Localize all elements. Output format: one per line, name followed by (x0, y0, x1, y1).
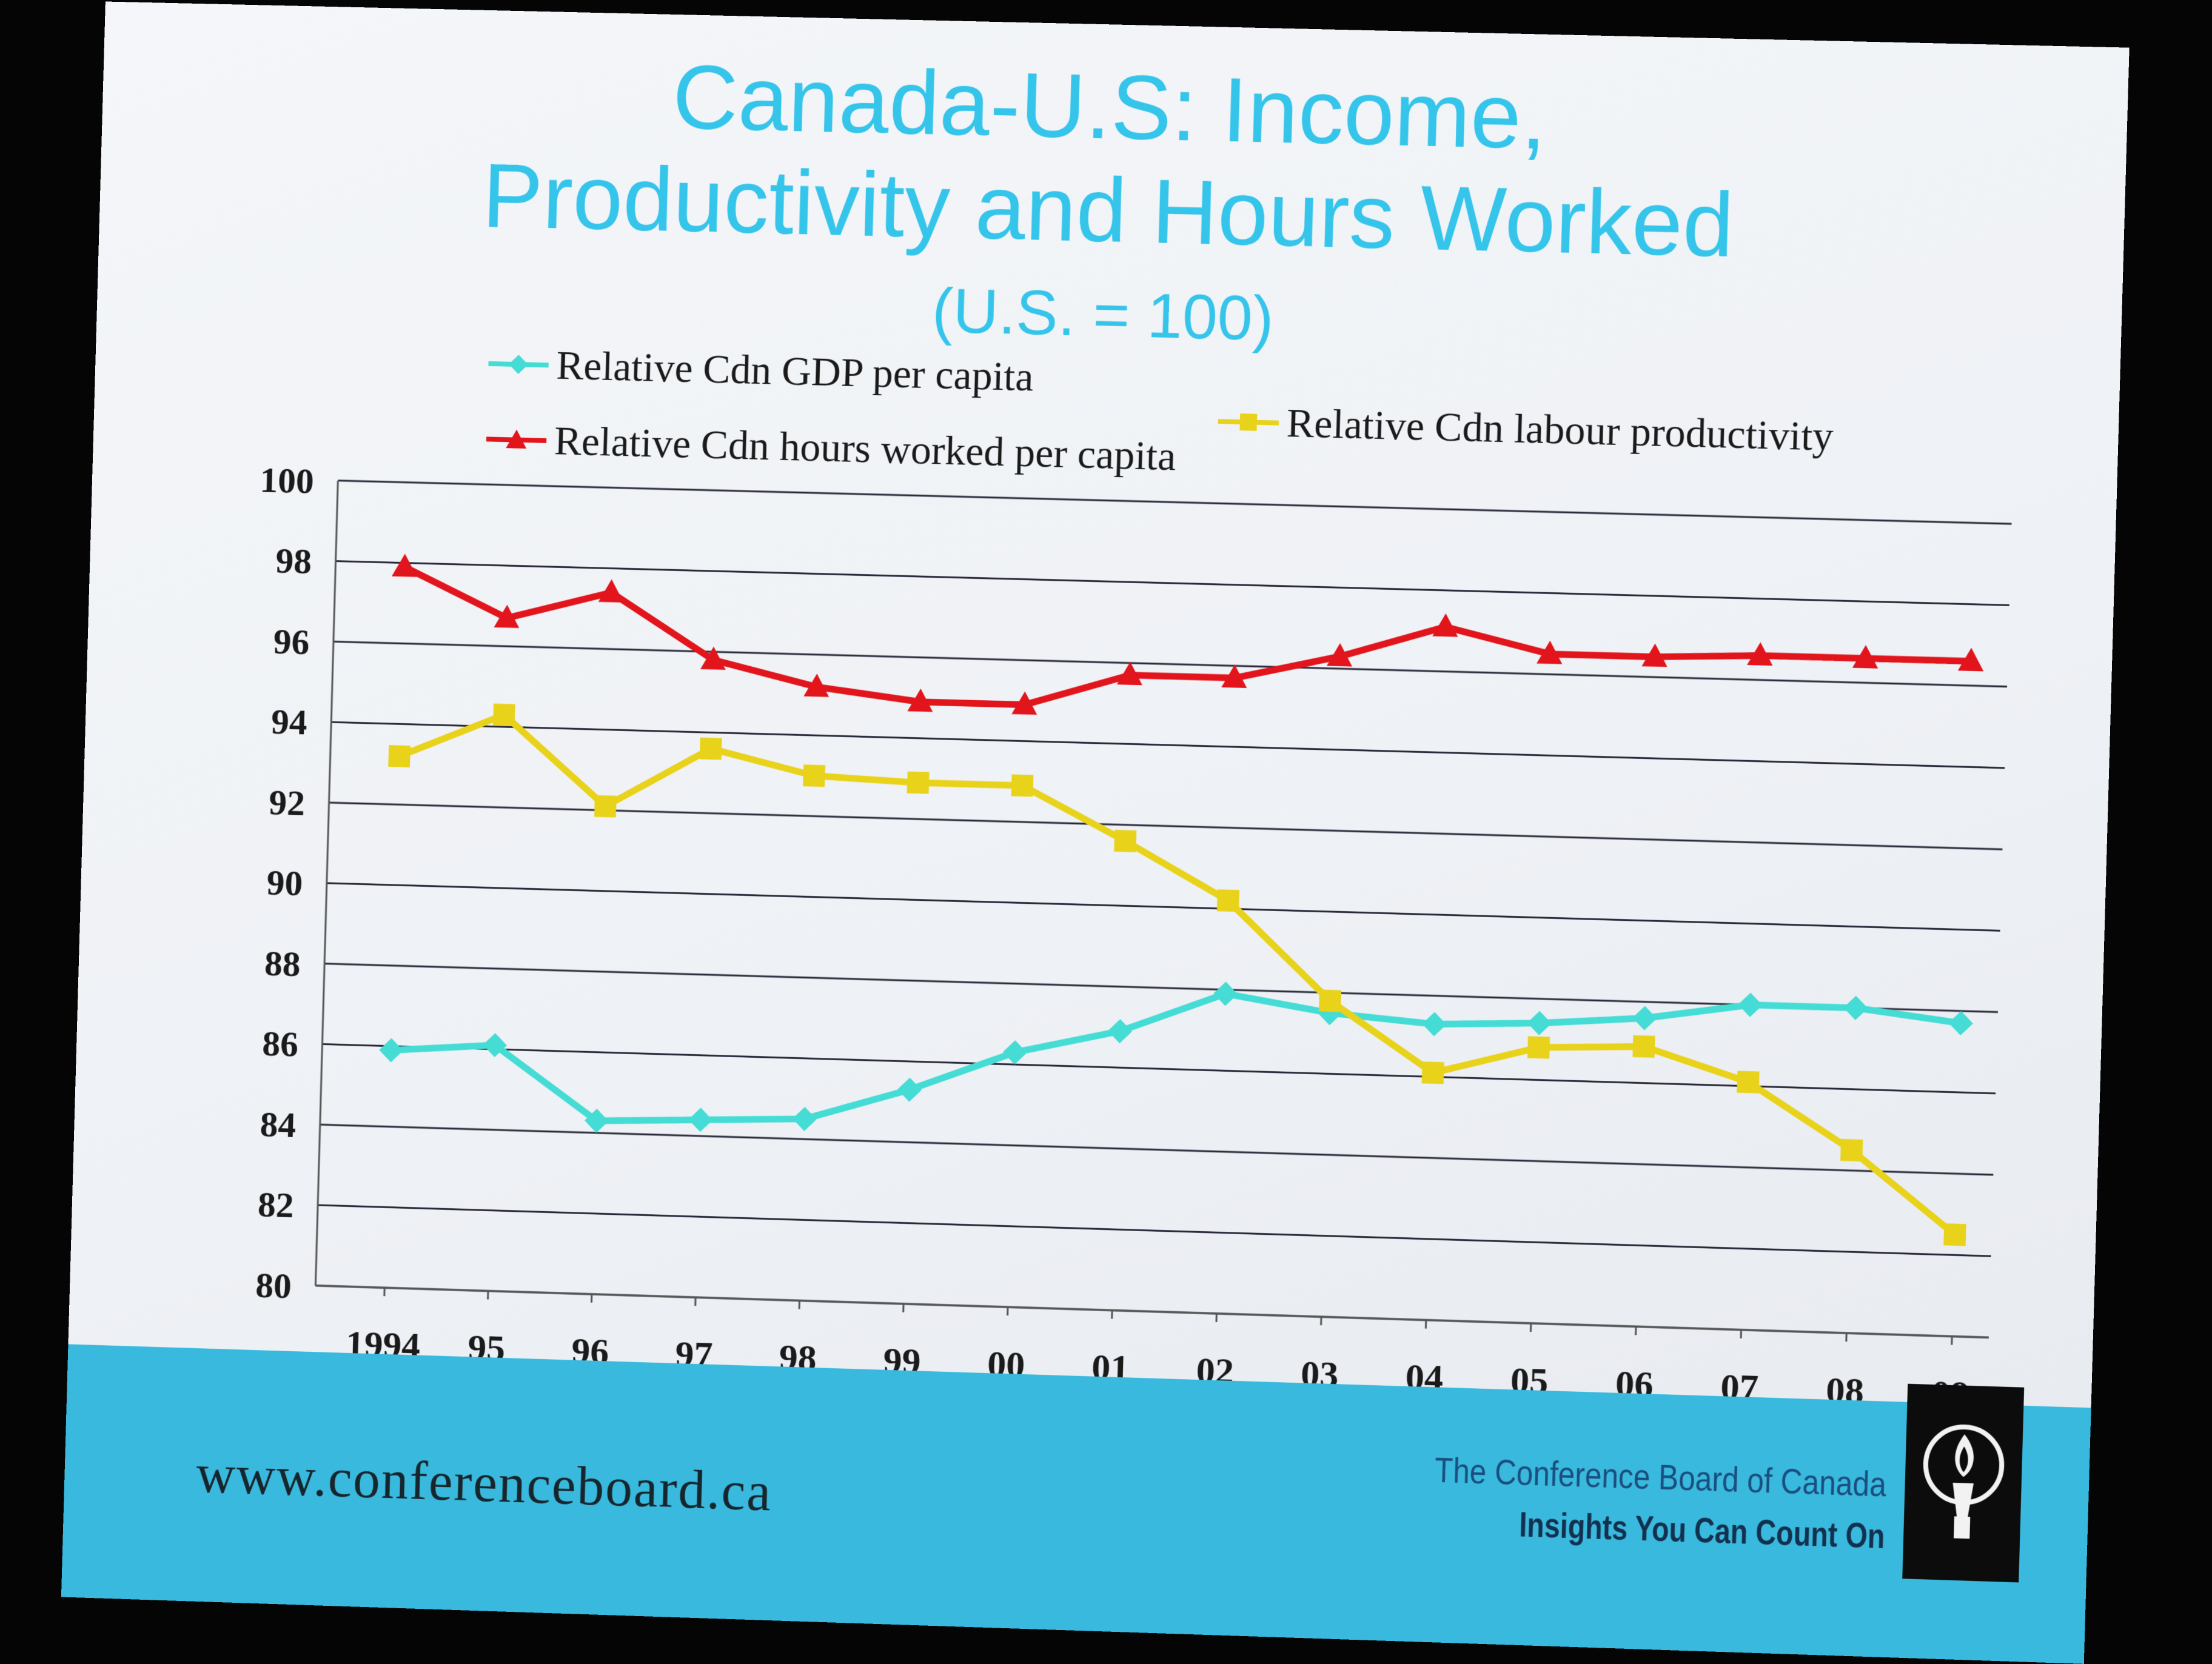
gdp-point (1213, 981, 1238, 1006)
organization-name: The Conference Board of Canada (1435, 1450, 1888, 1505)
gdp-point (1632, 1006, 1657, 1031)
productivity-point (1737, 1071, 1759, 1093)
y-tick-label: 98 (275, 541, 312, 581)
gridline (331, 722, 2005, 768)
hours-series-line (401, 567, 1972, 730)
gridline (329, 803, 2003, 849)
gdp-series-line (389, 966, 1961, 1161)
productivity-point (1840, 1139, 1863, 1161)
productivity-point (1943, 1223, 1966, 1246)
y-tick-label: 92 (269, 782, 306, 823)
productivity-series-line (387, 712, 1968, 1234)
productivity-point (1011, 774, 1034, 797)
y-tick-label: 82 (257, 1185, 294, 1226)
y-tick-label: 88 (264, 943, 301, 984)
footer-url[interactable]: www.conferenceboard.ca (195, 1443, 773, 1523)
gridline (327, 883, 2000, 931)
gridline (320, 1124, 1994, 1175)
y-tick-label: 90 (266, 863, 303, 904)
y-tick-label: 84 (260, 1104, 297, 1145)
productivity-point (700, 738, 722, 760)
productivity-point (594, 795, 617, 818)
y-tick-label: 80 (255, 1265, 292, 1306)
presentation-slide: Canada-U.S: Income, Productivity and Hou… (61, 2, 2130, 1664)
productivity-point (1422, 1061, 1444, 1084)
gdp-point (1002, 1040, 1027, 1064)
gdp-point (792, 1106, 817, 1131)
gdp-point (897, 1077, 922, 1102)
organization-tagline: Insights You Can Count On (1519, 1504, 1886, 1557)
gdp-point (1843, 995, 1868, 1020)
y-tick-label: 96 (273, 621, 310, 662)
productivity-point (1217, 889, 1239, 912)
x-axis (315, 1286, 1988, 1338)
productivity-point (1319, 989, 1341, 1012)
gdp-point (379, 1038, 404, 1063)
productivity-point (1632, 1035, 1655, 1058)
productivity-point (907, 772, 930, 794)
productivity-point (1114, 830, 1136, 852)
gdp-point (1527, 1011, 1552, 1035)
hours-point (598, 579, 625, 603)
gridline (318, 1205, 1991, 1256)
hours-point (700, 646, 726, 670)
gridline (338, 481, 2011, 524)
gdp-point (1948, 1011, 1974, 1035)
productivity-point (1527, 1036, 1550, 1058)
y-tick-label: 94 (270, 701, 307, 742)
gdp-point (1422, 1012, 1447, 1037)
y-tick-label: 86 (262, 1023, 299, 1064)
hours-point (1432, 613, 1458, 637)
torch-icon (1902, 1384, 2024, 1583)
gdp-point (688, 1108, 713, 1132)
productivity-point (803, 764, 825, 787)
productivity-point (493, 704, 515, 726)
logo-graphic (1902, 1384, 2024, 1583)
gdp-point (1107, 1018, 1132, 1043)
hours-point (392, 553, 418, 577)
gdp-point (1738, 992, 1763, 1017)
y-tick-label: 100 (260, 459, 315, 501)
productivity-point (388, 745, 411, 767)
